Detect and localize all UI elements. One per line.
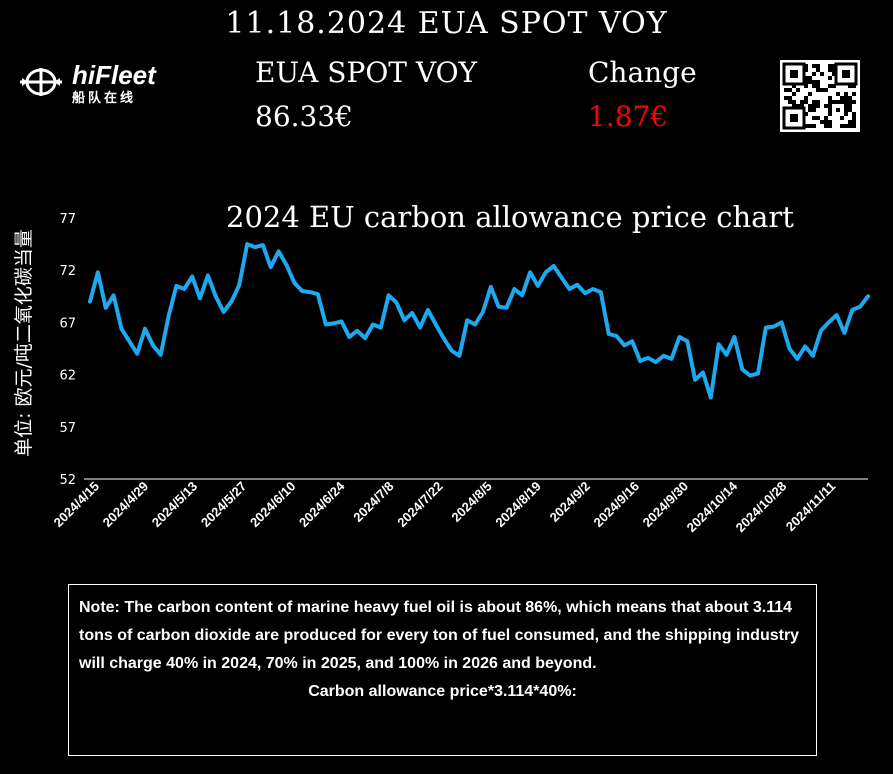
x-tick-label: 2024/9/16 bbox=[591, 479, 643, 531]
qr-code-icon bbox=[780, 60, 860, 132]
x-tick-label: 2024/10/28 bbox=[733, 479, 790, 536]
header-title: 11.18.2024 EUA SPOT VOY bbox=[225, 6, 668, 41]
y-tick-label: 62 bbox=[59, 369, 76, 384]
y-axis-label: 单位: 欧元/吨二氧化碳当量 bbox=[13, 229, 35, 457]
x-tick-label: 2024/10/14 bbox=[684, 478, 741, 535]
chart-title: 2024 EU carbon allowance price chart bbox=[226, 200, 794, 234]
x-tick-label: 2024/5/27 bbox=[198, 479, 250, 531]
y-tick-label: 57 bbox=[59, 421, 76, 436]
y-tick-label: 52 bbox=[59, 473, 76, 488]
x-tick-label: 2024/8/19 bbox=[492, 479, 544, 531]
note-box: Note: The carbon content of marine heavy… bbox=[68, 584, 817, 756]
logo-name: hiFleet bbox=[72, 60, 156, 90]
note-text: Note: The carbon content of marine heavy… bbox=[79, 599, 800, 672]
ship-wheel-icon bbox=[20, 68, 62, 96]
x-tick-label: 2024/7/22 bbox=[394, 479, 446, 531]
x-tick-label: 2024/4/15 bbox=[51, 479, 103, 531]
x-axis-ticks: 2024/4/152024/4/292024/5/132024/5/272024… bbox=[51, 478, 839, 535]
spot-label: EUA SPOT VOY bbox=[255, 56, 478, 89]
price-chart: 2024 EU carbon allowance price chart 单位:… bbox=[13, 200, 870, 535]
y-axis-ticks: 52 57 62 67 72 77 bbox=[59, 212, 76, 488]
y-tick-label: 72 bbox=[59, 264, 76, 279]
x-tick-label: 2024/9/2 bbox=[547, 479, 593, 525]
x-tick-label: 2024/5/13 bbox=[149, 479, 201, 531]
spot-value: 86.33€ bbox=[255, 100, 353, 133]
change-value: 1.87€ bbox=[588, 100, 669, 133]
hifleet-logo: hiFleet 船队在线 bbox=[20, 60, 170, 105]
logo-subtitle: 船队在线 bbox=[72, 90, 137, 105]
x-tick-label: 2024/6/10 bbox=[247, 479, 299, 531]
x-tick-label: 2024/4/29 bbox=[100, 479, 152, 531]
x-tick-label: 2024/11/11 bbox=[783, 479, 839, 535]
x-tick-label: 2024/6/24 bbox=[296, 478, 348, 530]
x-tick-label: 2024/9/30 bbox=[640, 479, 692, 531]
x-tick-label: 2024/8/5 bbox=[448, 479, 494, 525]
price-series-line bbox=[88, 242, 870, 400]
y-tick-label: 77 bbox=[59, 212, 76, 227]
y-tick-label: 67 bbox=[59, 316, 76, 331]
x-tick-label: 2024/7/8 bbox=[350, 479, 396, 525]
change-label: Change bbox=[588, 56, 697, 89]
note-formula: Carbon allowance price*3.114*40%: bbox=[308, 683, 577, 700]
